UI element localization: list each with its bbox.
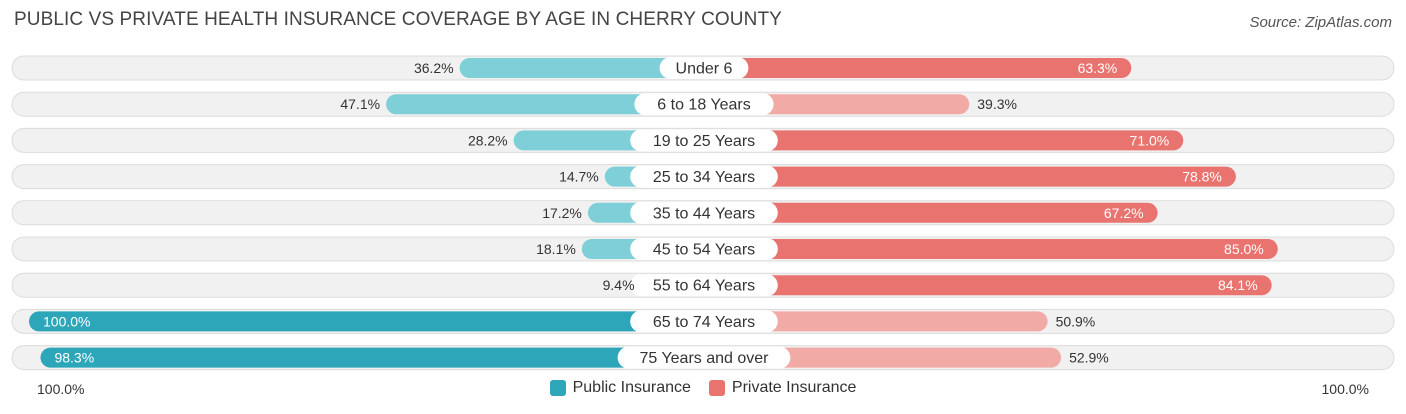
category-pill <box>630 165 778 188</box>
category-pill <box>630 274 778 297</box>
category-pill <box>659 57 749 79</box>
value-label-public: 9.4% <box>603 277 635 293</box>
category-pill <box>630 129 778 152</box>
value-label-public: 18.1% <box>536 241 576 257</box>
bar-private <box>692 202 1158 223</box>
bar-private <box>692 130 1184 151</box>
value-label-private: 63.3% <box>1078 60 1118 76</box>
category-label: 6 to 18 Years <box>657 97 750 114</box>
legend-label-private: Private Insurance <box>731 379 857 396</box>
legend: Public Insurance Private Insurance <box>0 379 1406 397</box>
category-label: 19 to 25 Years <box>653 133 755 150</box>
bar-public <box>459 58 716 78</box>
legend-item-private: Private Insurance <box>708 379 857 397</box>
legend-swatch-private <box>708 380 725 396</box>
bar-private <box>692 166 1236 187</box>
category-label: Under 6 <box>676 61 733 78</box>
axis-label-left: 100.0% <box>37 381 85 397</box>
category-label: 65 to 74 Years <box>653 314 755 331</box>
category-pill <box>630 310 778 333</box>
value-label-private: 71.0% <box>1130 132 1170 148</box>
bar-private <box>692 311 1048 332</box>
category-pill <box>630 201 778 224</box>
value-label-public: 14.7% <box>559 169 599 185</box>
category-pill <box>634 93 774 116</box>
value-label-public: 17.2% <box>542 205 582 221</box>
bar-public <box>29 311 716 332</box>
value-label-public: 98.3% <box>54 350 94 366</box>
bar-private <box>692 239 1278 259</box>
value-label-public: 28.2% <box>468 132 508 148</box>
legend-item-public: Public Insurance <box>549 379 691 397</box>
chart-title: PUBLIC VS PRIVATE HEALTH INSURANCE COVER… <box>14 9 782 30</box>
bar-public <box>386 94 716 115</box>
axis-label-right: 100.0% <box>1321 381 1369 397</box>
category-pill <box>630 238 778 260</box>
category-label: 75 Years and over <box>640 350 770 367</box>
bar-public <box>40 347 717 368</box>
value-label-private: 67.2% <box>1104 205 1144 221</box>
category-label: 25 to 34 Years <box>653 169 755 186</box>
value-label-public: 100.0% <box>43 313 90 329</box>
bar-private <box>692 58 1132 78</box>
source-label: Source: ZipAtlas.com <box>1249 14 1392 31</box>
value-label-private: 85.0% <box>1224 241 1264 257</box>
category-pill <box>617 346 791 369</box>
value-label-public: 36.2% <box>414 60 454 76</box>
value-label-private: 78.8% <box>1182 169 1222 185</box>
bar-private <box>692 275 1272 296</box>
value-label-private: 52.9% <box>1069 350 1109 366</box>
legend-label-public: Public Insurance <box>572 379 691 396</box>
category-label: 55 to 64 Years <box>653 278 755 295</box>
category-label: 35 to 44 Years <box>653 205 755 222</box>
value-label-private: 50.9% <box>1056 313 1096 329</box>
value-label-private: 84.1% <box>1218 277 1258 293</box>
legend-swatch-public <box>549 380 566 396</box>
category-label: 45 to 54 Years <box>653 242 755 259</box>
value-label-public: 47.1% <box>340 96 380 112</box>
value-label-private: 39.3% <box>977 96 1017 112</box>
